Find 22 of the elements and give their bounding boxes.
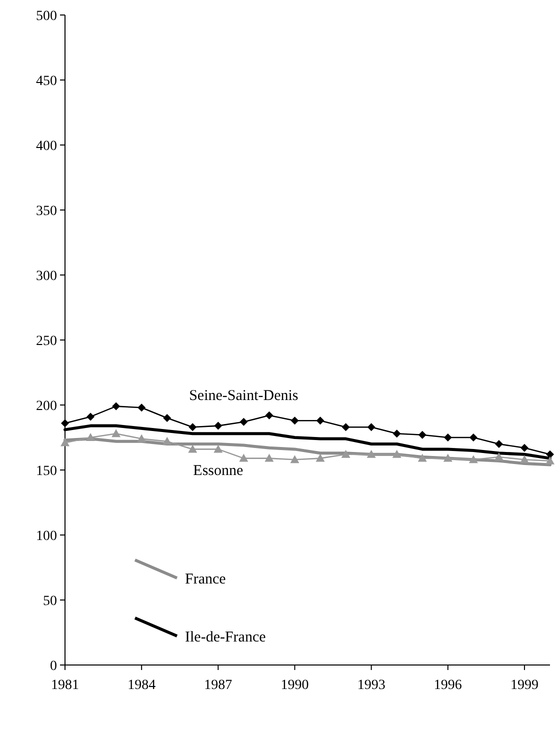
x-tick-label: 1999 bbox=[510, 678, 538, 693]
y-tick-label: 500 bbox=[36, 8, 57, 24]
x-tick-label: 1996 bbox=[434, 678, 462, 693]
legend-label: France bbox=[185, 571, 226, 588]
legend-label: Ile-de-France bbox=[185, 629, 266, 646]
y-tick-label: 350 bbox=[36, 204, 57, 219]
y-tick-label: 150 bbox=[36, 464, 57, 479]
y-tick-label: 450 bbox=[36, 74, 57, 89]
x-tick-label: 1981 bbox=[51, 678, 79, 693]
y-tick-label: 300 bbox=[36, 268, 57, 284]
x-tick-label: 1993 bbox=[357, 678, 386, 693]
y-tick-label: 200 bbox=[36, 398, 57, 414]
y-tick-label: 400 bbox=[36, 138, 57, 154]
y-tick-label: 250 bbox=[36, 334, 57, 349]
x-tick-label: 1984 bbox=[128, 678, 156, 693]
y-tick-label: 0 bbox=[50, 658, 57, 674]
x-tick-label: 1990 bbox=[280, 678, 309, 693]
x-tick-label: 1987 bbox=[204, 678, 232, 693]
series-label: Seine-Saint-Denis bbox=[189, 388, 298, 404]
y-tick-label: 50 bbox=[43, 594, 57, 609]
series-label: Essonne bbox=[193, 463, 244, 480]
y-tick-label: 100 bbox=[36, 528, 57, 544]
